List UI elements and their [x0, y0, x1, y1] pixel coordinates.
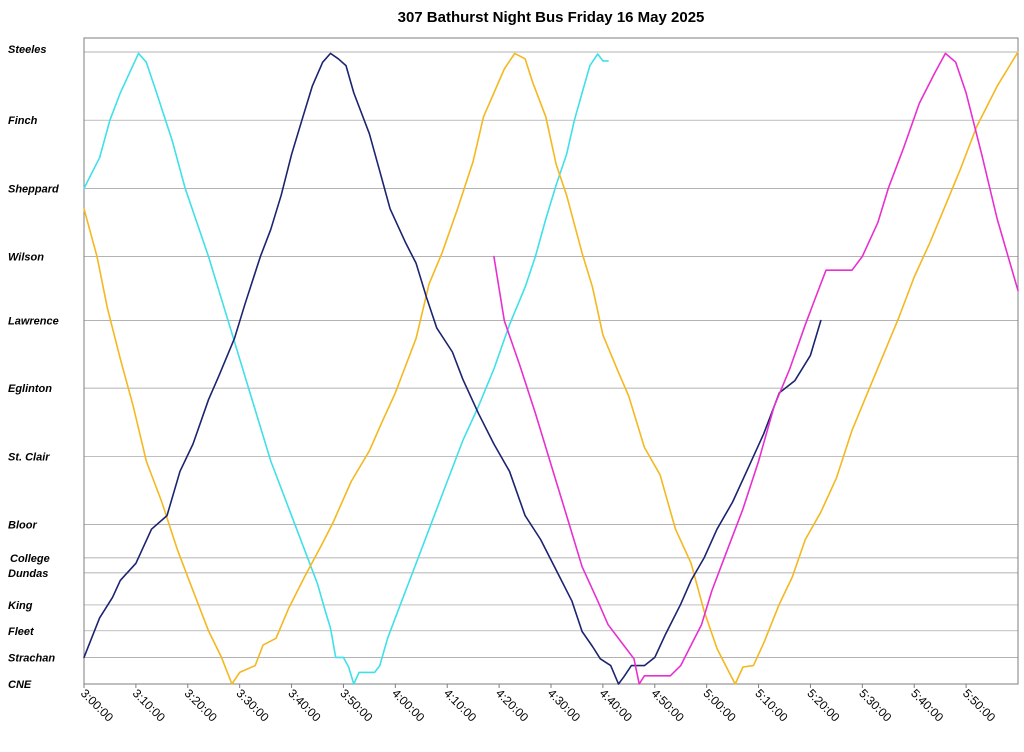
stop-label: Bloor [8, 519, 37, 531]
x-tick-label: 3:00:00 [78, 686, 116, 724]
stop-label: Finch [8, 115, 38, 127]
x-tick-label: 5:00:00 [701, 686, 739, 724]
stop-label: Fleet [8, 626, 35, 638]
stop-label: King [8, 600, 33, 612]
x-tick-label: 4:30:00 [545, 686, 583, 724]
x-tick-label: 3:40:00 [285, 686, 323, 724]
time-tick-labels: 3:00:00 3:10:00 3:20:00 3:30:00 3:40:00 3:50:… [78, 684, 998, 725]
x-tick-label: 4:40:00 [597, 686, 635, 724]
x-tick-label: 4:10:00 [441, 686, 479, 724]
x-tick-label: 5:30:00 [856, 686, 894, 724]
x-tick-label: 4:20:00 [493, 686, 531, 724]
trip-line-1 [83, 52, 609, 685]
stop-labels: Steeles Finch Sheppard Wilson Lawrence Eglint… [8, 44, 59, 691]
x-tick-label: 5:10:00 [752, 686, 790, 724]
stop-label: St. Clair [8, 451, 50, 463]
stop-label: College [10, 553, 50, 565]
x-tick-label: 5:50:00 [960, 686, 998, 724]
stop-label: Wilson [8, 252, 44, 264]
x-tick-label: 3:10:00 [130, 686, 168, 724]
stop-label: Steeles [8, 44, 47, 56]
x-tick-label: 3:20:00 [182, 686, 220, 724]
plot-frame [83, 37, 1019, 685]
x-tick-label: 3:50:00 [337, 686, 375, 724]
stop-label: Eglinton [8, 383, 52, 395]
x-tick-label: 5:40:00 [908, 686, 946, 724]
x-tick-label: 5:20:00 [804, 686, 842, 724]
stop-label: Lawrence [8, 316, 59, 328]
x-tick-label: 3:30:00 [234, 686, 272, 724]
trip-line-3 [83, 52, 822, 685]
x-tick-label: 4:50:00 [649, 686, 687, 724]
x-tick-label: 4:00:00 [389, 686, 427, 724]
chart-title: 307 Bathurst Night Bus Friday 16 May 202… [398, 9, 705, 26]
bus-trips [83, 51, 1019, 685]
stop-label: Sheppard [8, 183, 59, 195]
stop-label: Dundas [8, 568, 48, 580]
trip-line-4 [493, 52, 1019, 685]
stop-label: Strachan [8, 652, 55, 664]
stop-label: CNE [8, 679, 32, 691]
trip-line-2 [83, 51, 1019, 685]
